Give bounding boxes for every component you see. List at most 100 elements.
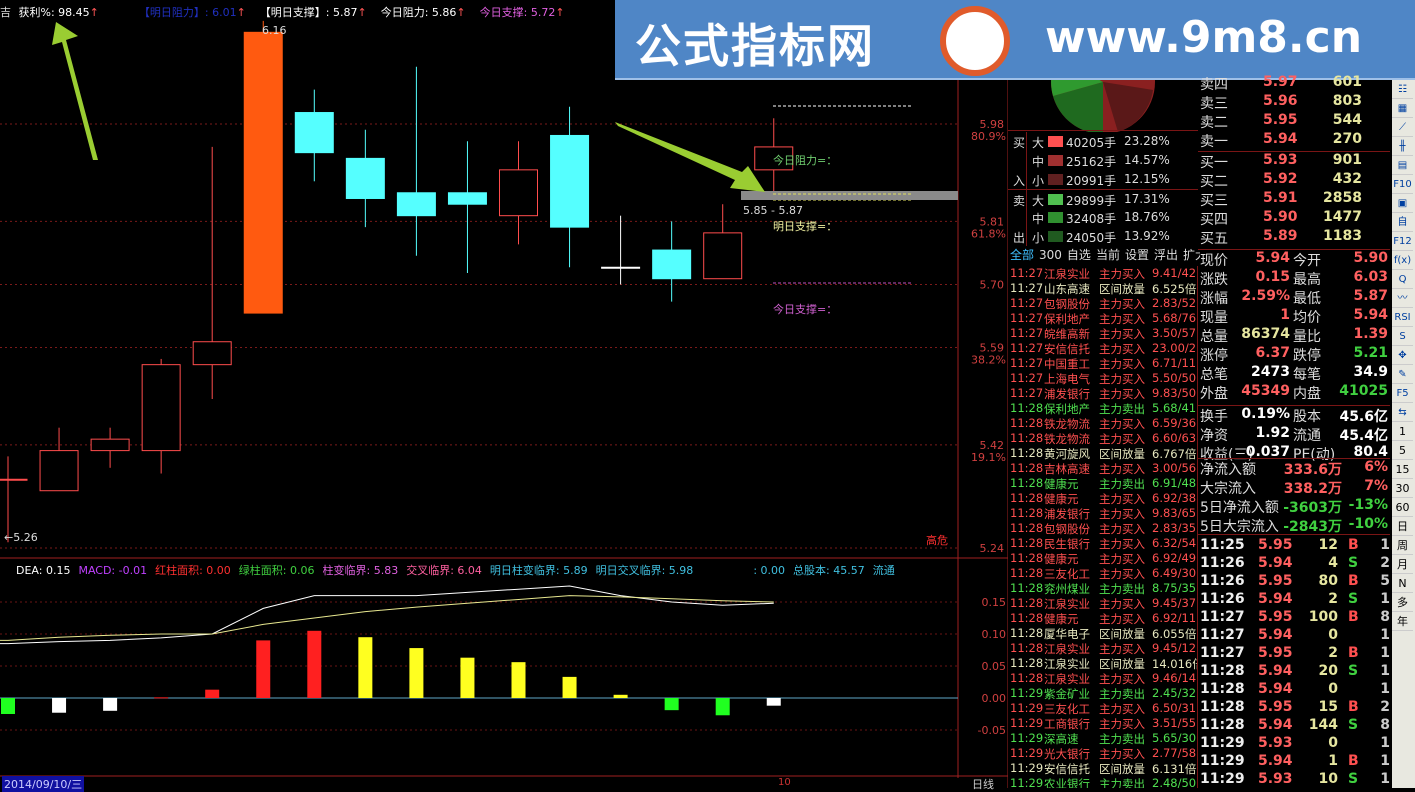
alert-row[interactable]: 11:27 皖维高新 主力买入 3.50/57 xyxy=(1008,326,1197,341)
quote-label: 换手 xyxy=(1200,409,1228,425)
flow-row: 买大 40205手 23.28% xyxy=(1008,132,1198,151)
toolbar-button[interactable]: ☷ xyxy=(1392,80,1413,99)
toolbar-button[interactable]: 多 xyxy=(1392,593,1413,612)
toolbar-button[interactable]: S xyxy=(1392,327,1413,346)
toolbar-button[interactable]: N xyxy=(1392,574,1413,593)
alert-tab[interactable]: 300 xyxy=(1039,248,1062,262)
toolbar-button[interactable]: 30 xyxy=(1392,479,1413,498)
kline-chart-area[interactable]: 5.98 80.9% 5.81 61.8% 5.70 5.59 38.2% 5.42 19.1%… xyxy=(0,0,1008,792)
toolbar-button[interactable]: 60 xyxy=(1392,498,1413,517)
alert-value: 6.91/48 xyxy=(1152,476,1197,490)
tick-row: 11:26 5.94 2 S 1 xyxy=(1198,591,1390,609)
alert-row[interactable]: 11:28 江泉实业 主力买入 9.45/12 xyxy=(1008,641,1197,656)
quote-value: 0.15 xyxy=(1255,269,1290,285)
alert-row[interactable]: 11:28 健康元 主力买入 6.92/49 xyxy=(1008,551,1197,566)
flow-pct: 23.28% xyxy=(1124,134,1170,148)
alert-row[interactable]: 11:28 包钢股份 主力买入 2.83/35 xyxy=(1008,521,1197,536)
toolbar-button[interactable]: ▤ xyxy=(1392,156,1413,175)
alert-tab[interactable]: 自选 xyxy=(1066,248,1091,262)
alert-tab[interactable]: 全部 xyxy=(1010,248,1035,262)
toolbar-button[interactable]: ⇆ xyxy=(1392,403,1413,422)
toolbar-button[interactable]: F5 xyxy=(1392,384,1413,403)
alert-row[interactable]: 11:29 深高速 主力卖出 5.65/30 xyxy=(1008,731,1197,746)
alert-row[interactable]: 11:29 农业银行 主力卖出 2.48/50 xyxy=(1008,776,1197,788)
macd-indicator: 柱变临界: 5.83 xyxy=(322,564,399,577)
alert-row[interactable]: 11:28 厦华电子 区间放量 6.055倍 xyxy=(1008,626,1197,641)
toolbar-button[interactable]: F12 xyxy=(1392,232,1413,251)
period-label[interactable]: 日线 xyxy=(972,778,994,791)
toolbar-button[interactable]: ⟋ xyxy=(1392,118,1413,137)
toolbar-button[interactable]: 15 xyxy=(1392,460,1413,479)
alert-row[interactable]: 11:28 健康元 主力买入 6.92/38 xyxy=(1008,491,1197,506)
toolbar-button[interactable]: ✎ xyxy=(1392,365,1413,384)
alert-row[interactable]: 11:28 健康元 主力买入 6.92/11 xyxy=(1008,611,1197,626)
alert-row[interactable]: 11:28 保利地产 主力卖出 5.68/41 xyxy=(1008,401,1197,416)
toolbar-button[interactable]: F10 xyxy=(1392,175,1413,194)
alert-row[interactable]: 11:29 工商银行 主力买入 3.51/55 xyxy=(1008,716,1197,731)
alert-row[interactable]: 11:29 三友化工 主力买入 6.50/31 xyxy=(1008,701,1197,716)
alert-row[interactable]: 11:27 安信信托 主力买入 23.00/2 xyxy=(1008,341,1197,356)
alert-value: 9.83/65 xyxy=(1152,506,1197,520)
alert-list[interactable]: 11:27 江泉实业 主力买入 9.41/42 11:27 山东高速 区间放量 6.525倍 1… xyxy=(1008,266,1198,788)
alert-row[interactable]: 11:28 江泉实业 主力买入 9.45/37 xyxy=(1008,596,1197,611)
toolbar-button[interactable]: ▣ xyxy=(1392,194,1413,213)
flow-size: 大 xyxy=(1032,194,1045,208)
quote-row: 涨跌 0.15 最高 6.03 xyxy=(1198,269,1390,288)
toolbar-button[interactable]: f(x) xyxy=(1392,251,1413,270)
alert-tab[interactable]: 浮出 xyxy=(1153,248,1178,262)
alert-stock: 铁龙物流 xyxy=(1044,432,1090,446)
toolbar-button[interactable]: 自 xyxy=(1392,213,1413,232)
toolbar-button[interactable]: RSI xyxy=(1392,308,1413,327)
alert-row[interactable]: 11:29 紫金矿业 主力卖出 2.45/32 xyxy=(1008,686,1197,701)
alert-type: 主力卖出 xyxy=(1099,402,1145,416)
alert-row[interactable]: 11:28 三友化工 主力买入 6.49/30 xyxy=(1008,566,1197,581)
alert-row[interactable]: 11:27 山东高速 区间放量 6.525倍 xyxy=(1008,281,1197,296)
alert-row[interactable]: 11:27 包钢股份 主力买入 2.83/52 xyxy=(1008,296,1197,311)
alert-row[interactable]: 11:27 江泉实业 主力买入 9.41/42 xyxy=(1008,266,1197,281)
toolbar-button[interactable]: 1 xyxy=(1392,422,1413,441)
toolbar-button[interactable]: Q xyxy=(1392,270,1413,289)
tick-time: 11:26 xyxy=(1200,555,1245,571)
side-toolbar: ☷ ▦ ⟋ ╫ ▤ F10 ▣ 自 F12 f(x) Q 〰 RSI S ✥ ✎ F5 ⇆ 1 5 15 30 60 日周月 N… xyxy=(1392,80,1415,788)
quote-label: 现量 xyxy=(1200,310,1228,326)
alert-row[interactable]: 11:28 江泉实业 主力买入 9.46/14 xyxy=(1008,671,1197,686)
alert-row[interactable]: 11:28 吉林高速 主力买入 3.00/56 xyxy=(1008,461,1197,476)
alert-row[interactable]: 11:28 健康元 主力卖出 6.91/48 xyxy=(1008,476,1197,491)
alert-row[interactable]: 11:28 铁龙物流 主力买入 6.59/36 xyxy=(1008,416,1197,431)
alert-row[interactable]: 11:29 安信信托 区间放量 6.131倍 xyxy=(1008,761,1197,776)
alert-row[interactable]: 11:28 黄河旋风 区间放量 6.767倍 xyxy=(1008,446,1197,461)
alert-row[interactable]: 11:28 浦发银行 主力买入 9.83/65 xyxy=(1008,506,1197,521)
candle-body xyxy=(192,341,232,366)
alert-row[interactable]: 11:29 光大银行 主力买入 2.77/58 xyxy=(1008,746,1197,761)
toolbar-button[interactable]: ╫ xyxy=(1392,137,1413,156)
alert-type: 主力买入 xyxy=(1099,267,1145,281)
alert-row[interactable]: 11:27 中国重工 主力买入 6.71/11 xyxy=(1008,356,1197,371)
alert-row[interactable]: 11:28 铁龙物流 主力买入 6.60/63 xyxy=(1008,431,1197,446)
alert-row[interactable]: 11:27 浦发银行 主力买入 9.83/50 xyxy=(1008,386,1197,401)
toolbar-button[interactable]: 周 xyxy=(1392,536,1413,555)
macd-indicator: MACD: -0.01 xyxy=(78,564,148,577)
alert-value: 14.016倍 xyxy=(1152,657,1197,671)
alert-row[interactable]: 11:28 民生银行 主力买入 6.32/54 xyxy=(1008,536,1197,551)
toolbar-button[interactable]: ▦ xyxy=(1392,99,1413,118)
tick-list[interactable]: 11:25 5.95 12 B 1 11:26 5.94 4 S 2 11:26 5.95 80 B 5 11… xyxy=(1198,534,1390,787)
alert-row[interactable]: 11:28 兖州煤业 主力卖出 8.75/35 xyxy=(1008,581,1197,596)
toolbar-button[interactable]: 5 xyxy=(1392,441,1413,460)
alert-row[interactable]: 11:27 上海电气 主力买入 5.50/50 xyxy=(1008,371,1197,386)
toolbar-button[interactable]: ✥ xyxy=(1392,346,1413,365)
alert-tab[interactable]: 当前 xyxy=(1095,248,1120,262)
alert-tab[interactable]: 扩大 xyxy=(1182,248,1200,262)
toolbar-button[interactable]: 月 xyxy=(1392,555,1413,574)
toolbar-button[interactable]: 年 xyxy=(1392,612,1413,631)
alert-value: 6.92/38 xyxy=(1152,491,1197,505)
toolbar-button[interactable]: 日 xyxy=(1392,517,1413,536)
toolbar-button[interactable]: 〰 xyxy=(1392,289,1413,308)
alert-value: 6.767倍 xyxy=(1152,447,1197,461)
tick-count: 1 xyxy=(1380,627,1390,643)
orderbook-price: 5.96 xyxy=(1263,93,1298,109)
alert-tab[interactable]: 设置 xyxy=(1124,248,1149,262)
tick-count: 8 xyxy=(1380,717,1390,733)
alert-row[interactable]: 11:27 保利地产 主力买入 5.68/76 xyxy=(1008,311,1197,326)
